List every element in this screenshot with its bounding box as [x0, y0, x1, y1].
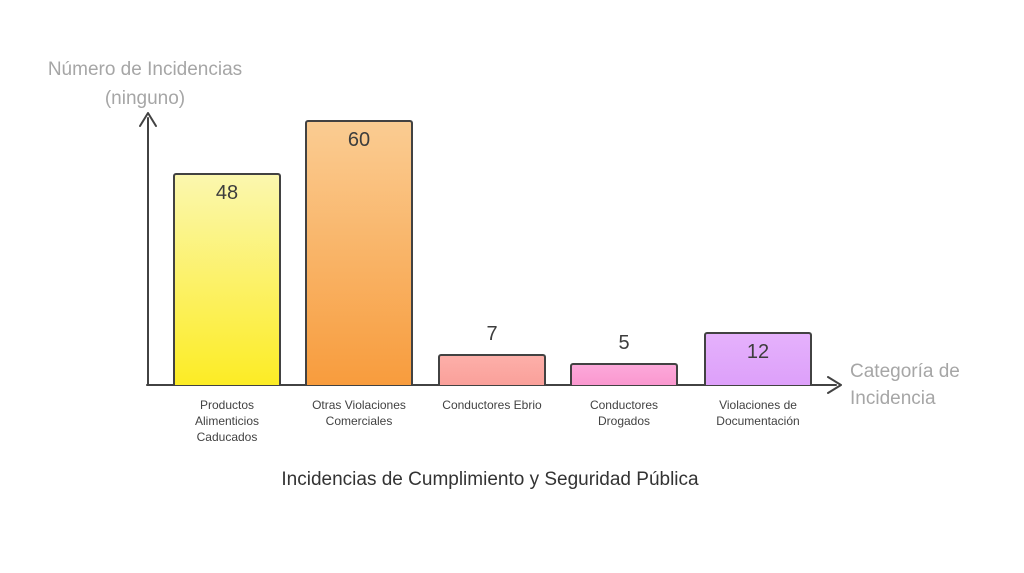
y-axis-arrow-icon — [139, 112, 157, 127]
x-axis-title: Categoría de Incidencia — [850, 361, 960, 409]
tick-label-otras-violaciones-comerciales: Otras Violaciones Comerciales — [312, 398, 406, 429]
bar-rect — [173, 173, 281, 385]
tick-label-conductores-drogados: Conductores Drogados — [589, 398, 659, 429]
tick-label-productos-alimenticios-caducados: Productos Alimenticios Caducados — [194, 398, 260, 445]
bar-value-label: 7 — [486, 323, 498, 345]
y-axis-title: Número de Incidencias (ninguno) — [47, 59, 243, 109]
tick-label-conductores-ebrio: Conductores Ebrio — [442, 398, 542, 412]
x-axis-arrow-icon — [827, 376, 842, 394]
bar-value-label: 60 — [347, 129, 371, 151]
bar-rect — [704, 332, 812, 385]
tick-label-violaciones-de-documentacion: Violaciones de Documentación — [716, 398, 800, 429]
bar-value-label: 12 — [746, 341, 770, 363]
chart-title: Incidencias de Cumplimiento y Seguridad … — [281, 469, 699, 490]
bar-value-label: 5 — [618, 332, 630, 354]
bar-value-label: 48 — [215, 182, 239, 204]
bar-rect — [438, 354, 546, 385]
bar-rect — [305, 120, 413, 385]
bar-rect — [570, 363, 678, 385]
